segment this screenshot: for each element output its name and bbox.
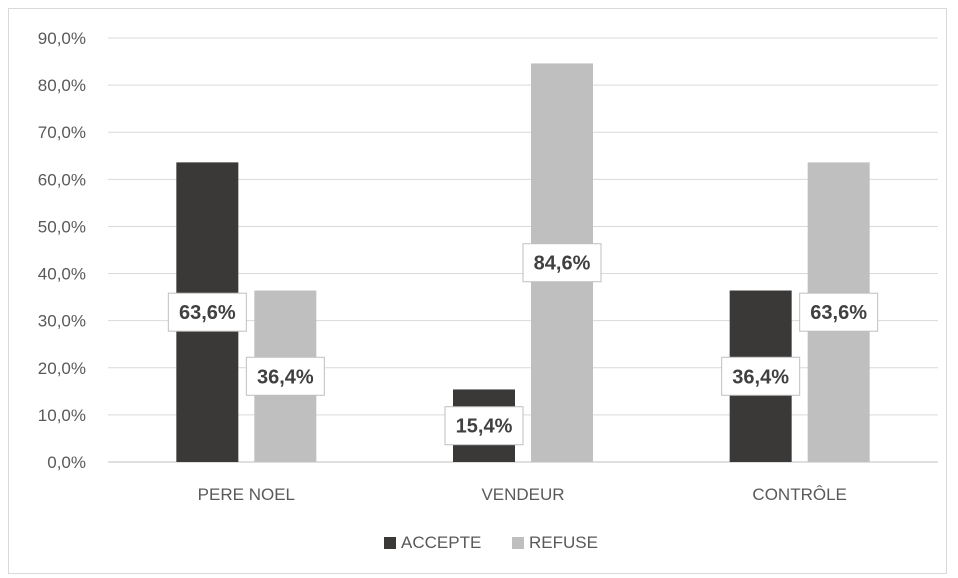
y-tick-label: 70,0% [38, 123, 86, 142]
data-label-box [245, 356, 325, 396]
y-tick-label: 10,0% [38, 406, 86, 425]
data-label: 36,4% [257, 366, 314, 388]
data-label-box [522, 243, 602, 283]
data-label: 63,6% [810, 302, 867, 324]
data-label-box [167, 292, 247, 332]
data-label-box [799, 292, 879, 332]
legend-label-refuse: REFUSE [529, 533, 598, 552]
data-label-box [721, 356, 801, 396]
data-label: 15,4% [456, 416, 513, 438]
data-label: 63,6% [179, 302, 236, 324]
legend-swatch-refuse [512, 537, 524, 549]
y-tick-label: 30,0% [38, 312, 86, 331]
data-label: 36,4% [732, 366, 789, 388]
category-label: PERE NOEL [198, 485, 295, 504]
category-label: VENDEUR [481, 485, 564, 504]
y-tick-label: 60,0% [38, 170, 86, 189]
legend-label-accepte: ACCEPTE [401, 533, 481, 552]
legend-swatch-accepte [384, 537, 396, 549]
category-label: CONTRÔLE [752, 485, 846, 504]
y-tick-label: 50,0% [38, 217, 86, 236]
y-tick-label: 80,0% [38, 76, 86, 95]
data-label: 84,6% [534, 253, 591, 275]
y-tick-label: 0,0% [47, 453, 86, 472]
y-tick-label: 90,0% [38, 29, 86, 48]
y-tick-label: 20,0% [38, 359, 86, 378]
data-label-box [444, 406, 524, 446]
y-tick-label: 40,0% [38, 265, 86, 284]
